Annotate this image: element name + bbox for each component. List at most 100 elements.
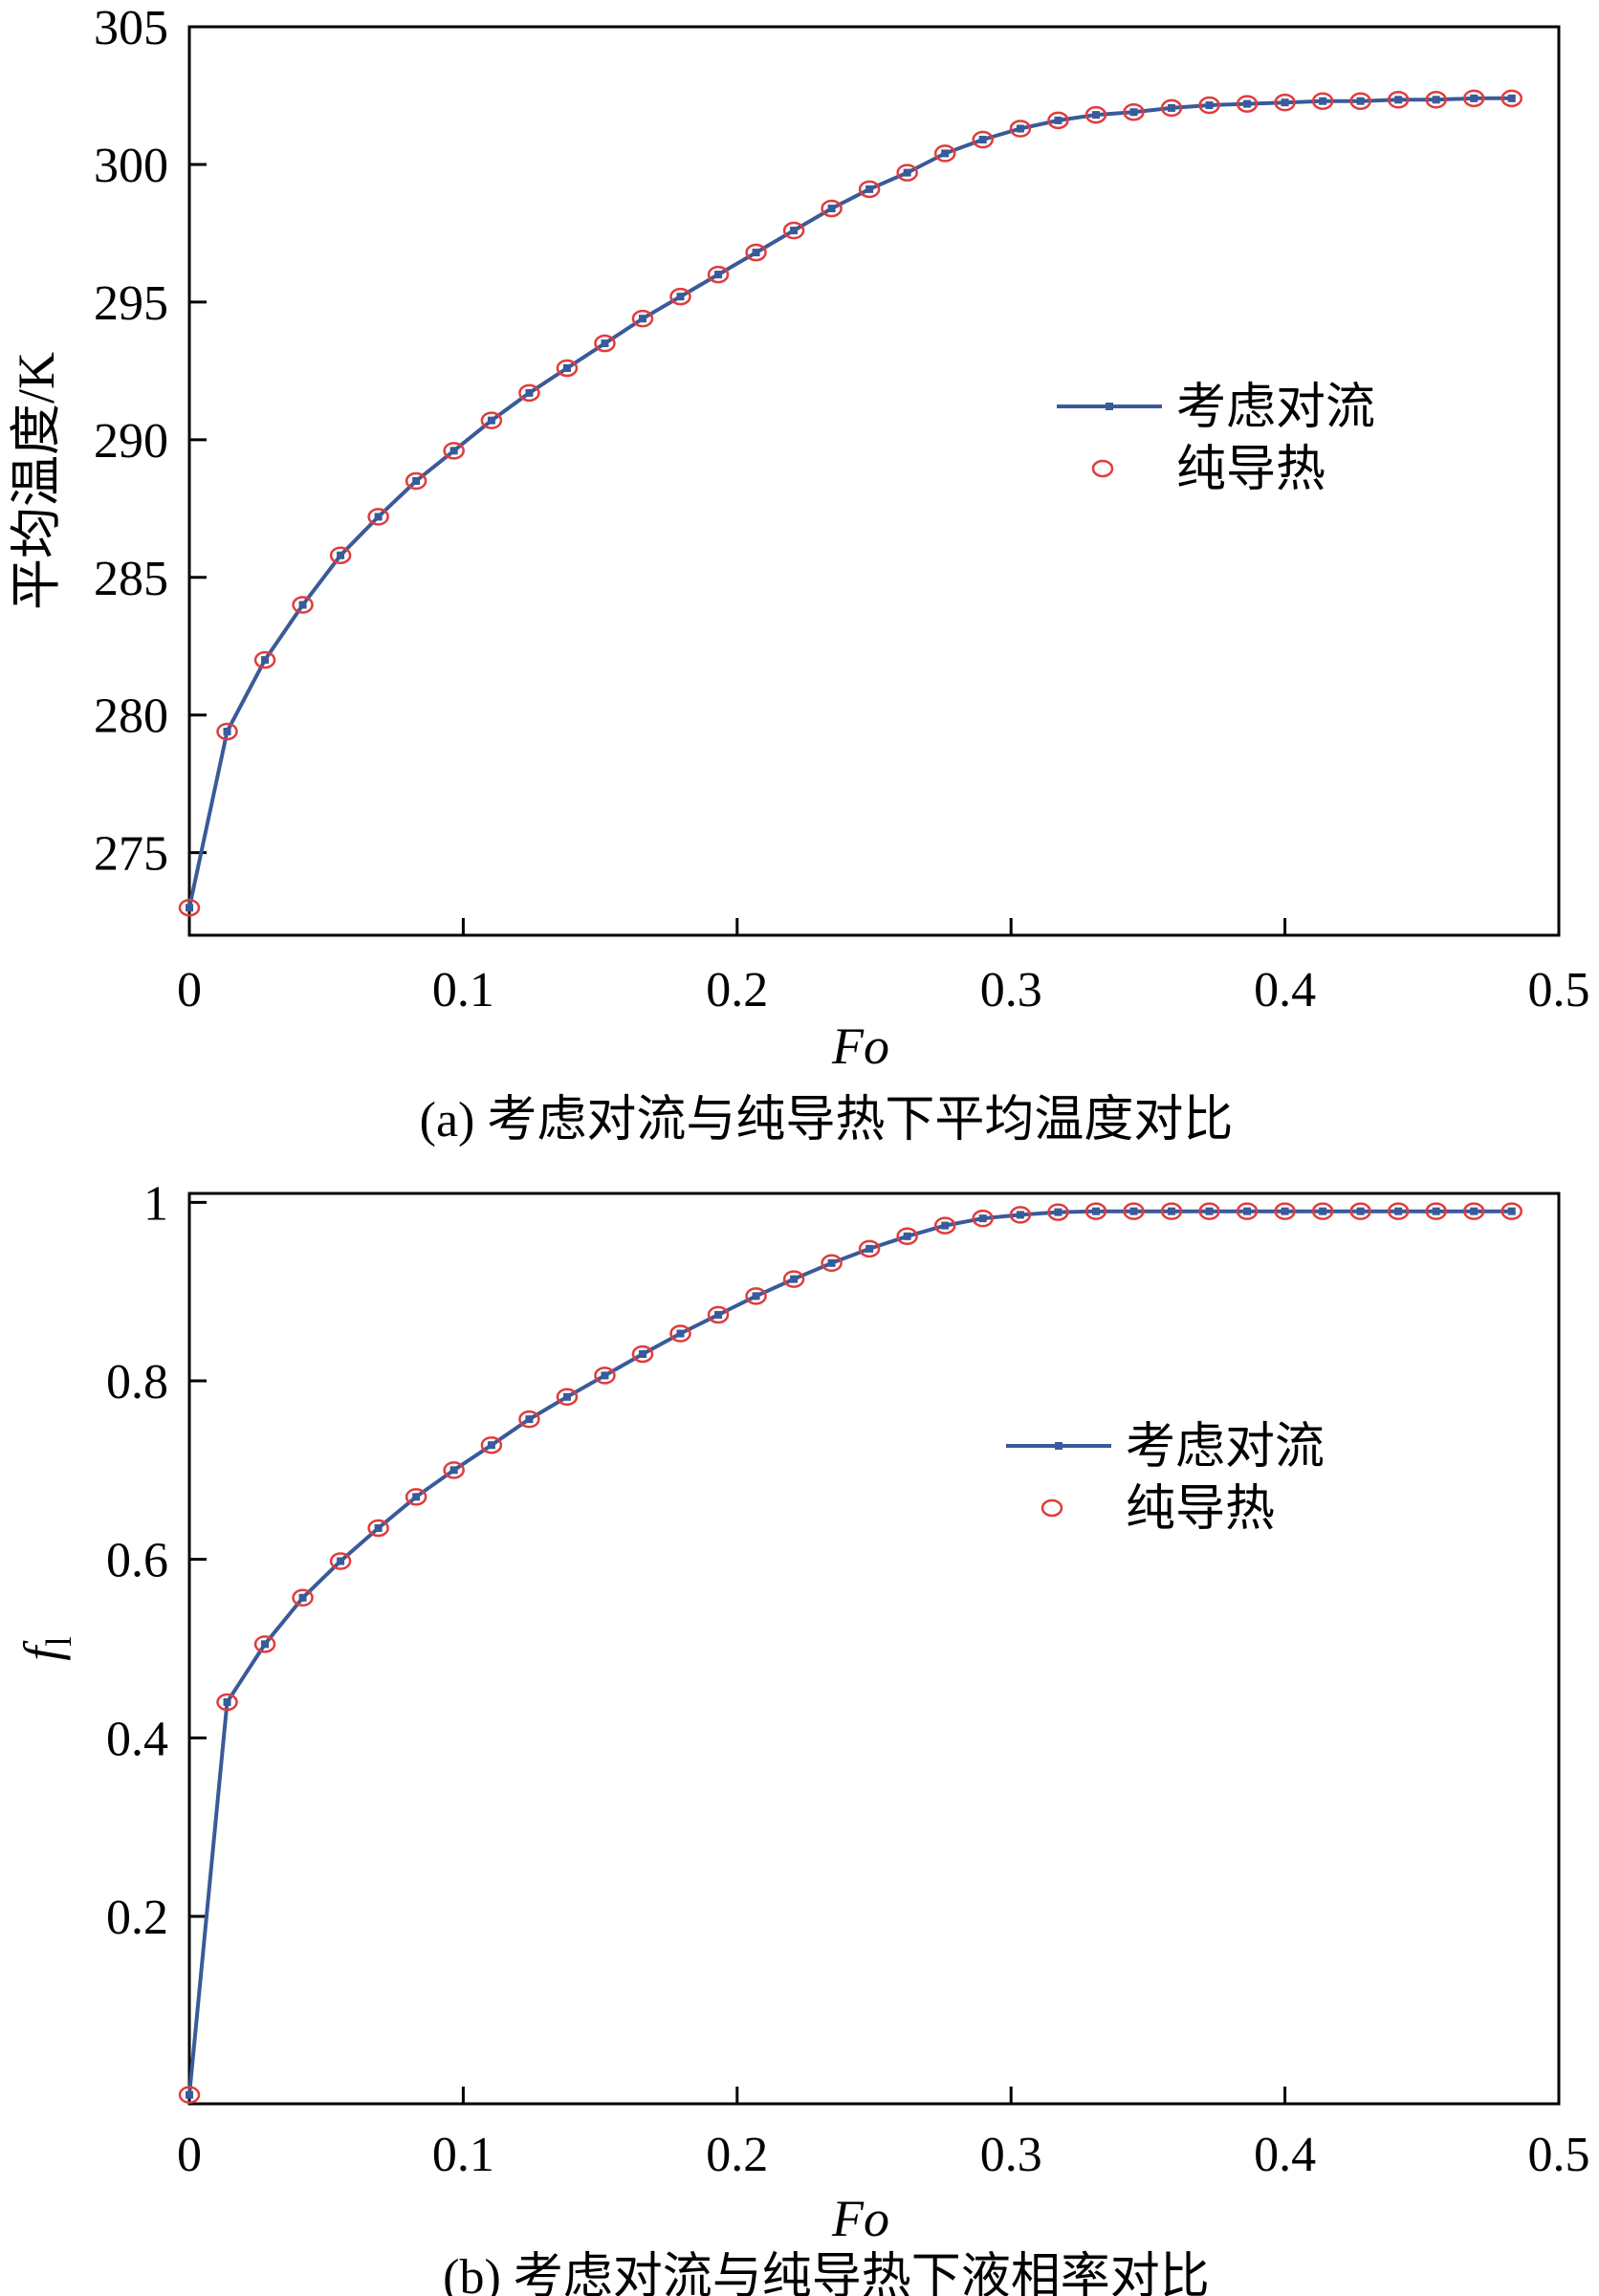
data-point-convection (1016, 1211, 1024, 1219)
data-point-convection (1129, 1207, 1138, 1215)
x-tick-label: 0.4 (1254, 2128, 1316, 2182)
data-point-conduction (1160, 98, 1183, 118)
x-tick-label: 0.4 (1254, 963, 1316, 1017)
y-tick-label: 305 (94, 1, 168, 55)
data-point-convection (374, 513, 383, 521)
data-point-conduction (178, 2086, 201, 2104)
data-point-convection (1356, 97, 1365, 105)
data-point-conduction (443, 1461, 465, 1479)
data-point-convection (827, 1258, 836, 1267)
data-point-conduction (367, 1519, 389, 1538)
data-point-conduction (896, 164, 918, 182)
data-point-convection (449, 447, 458, 455)
data-point-convection (412, 477, 421, 485)
legend-label-conduction: 纯导热 (1176, 441, 1325, 498)
data-point-conduction (669, 1324, 691, 1343)
x-tick-label: 0 (177, 2128, 202, 2182)
data-point-convection (752, 249, 760, 257)
data-point-convection (865, 185, 874, 193)
chart-a-average-temperature: 0 0.1 0.2 0.3 0.4 0.5 275 280 285 290 295 300 305 Fo 平… (8, 1, 1590, 1148)
y-tick-label: 0.4 (106, 1712, 168, 1766)
data-point-convection (337, 551, 345, 559)
figure-caption: (b) 考虑对流与纯导热下液相率对比 (443, 2250, 1210, 2296)
data-point-conduction (556, 1388, 579, 1407)
data-point-conduction (1500, 1202, 1522, 1220)
data-point-conduction (594, 1367, 616, 1385)
data-point-conduction (858, 1239, 881, 1258)
y-tick-label: 0.6 (106, 1534, 168, 1588)
data-point-conduction (556, 359, 579, 378)
data-point-convection (298, 601, 307, 609)
data-point-conduction (216, 1693, 238, 1712)
data-point-convection (1016, 124, 1024, 133)
data-point-conduction (518, 1410, 540, 1429)
data-point-conduction (745, 1287, 767, 1305)
data-point-conduction (782, 221, 805, 240)
data-point-convection (412, 1493, 421, 1501)
data-point-convection (1168, 103, 1176, 112)
data-point-convection (1091, 1207, 1100, 1215)
data-point-convection (1281, 98, 1289, 107)
plot-frame (187, 25, 1561, 937)
data-point-conduction (1198, 1202, 1220, 1220)
data-point-conduction (594, 334, 616, 353)
data-point-convection (1319, 97, 1327, 105)
data-point-conduction (631, 309, 654, 328)
data-point-conduction (745, 243, 767, 262)
data-point-convection (1470, 1207, 1479, 1215)
data-point-convection (1507, 1207, 1516, 1215)
data-point-convection (827, 205, 836, 212)
data-point-conduction (972, 130, 994, 149)
data-point-conduction (292, 1588, 314, 1607)
y-tick-label: 1 (143, 1176, 168, 1231)
data-point-convection (1243, 1207, 1252, 1215)
x-tick-label: 0.1 (432, 963, 494, 1017)
legend-square-marker (1106, 403, 1113, 410)
data-point-convection (1091, 111, 1100, 120)
y-tick-label: 300 (94, 139, 168, 193)
data-point-conduction (329, 1552, 352, 1570)
data-point-conduction (1462, 1202, 1485, 1220)
data-point-convection (1394, 1207, 1403, 1215)
data-point-convection (1168, 1207, 1176, 1215)
data-point-convection (223, 1698, 231, 1706)
data-point-convection (1129, 108, 1138, 117)
data-point-conduction (253, 650, 276, 669)
data-point-convection (1394, 96, 1403, 104)
data-point-conduction (405, 1488, 427, 1506)
data-point-conduction (1274, 93, 1296, 112)
x-tick-label: 0 (177, 963, 202, 1017)
data-point-conduction (1123, 102, 1145, 121)
data-point-convection (525, 388, 534, 397)
data-point-convection (941, 1221, 950, 1230)
data-point-convection (638, 1350, 646, 1358)
data-point-conduction (1311, 92, 1334, 110)
data-point-convection (1507, 94, 1516, 102)
data-point-conduction (933, 1216, 956, 1235)
data-point-conduction (367, 508, 389, 526)
data-point-conduction (821, 1254, 843, 1273)
x-tick-label: 0.2 (706, 963, 768, 1017)
data-point-conduction (405, 471, 427, 491)
y-tick-label: 280 (94, 689, 168, 744)
data-point-conduction (1500, 89, 1522, 108)
data-point-convection (903, 1232, 911, 1240)
y-tick-label: 295 (94, 276, 168, 331)
data-point-conduction (821, 199, 843, 218)
data-point-convection (638, 315, 646, 323)
data-point-convection (1432, 96, 1440, 104)
legend-label-convection: 考虑对流 (1176, 379, 1375, 436)
data-point-conduction (443, 442, 465, 460)
y-tick-label: 275 (94, 827, 168, 882)
data-point-convection (562, 1392, 571, 1401)
data-point-convection (1205, 101, 1214, 110)
data-point-conduction (1198, 96, 1220, 115)
data-point-conduction (216, 722, 238, 741)
legend-label-conduction: 纯导热 (1126, 1480, 1275, 1538)
data-point-convection (790, 1275, 799, 1283)
legend-circle-marker (1040, 1498, 1063, 1518)
data-point-conduction (896, 1227, 918, 1246)
